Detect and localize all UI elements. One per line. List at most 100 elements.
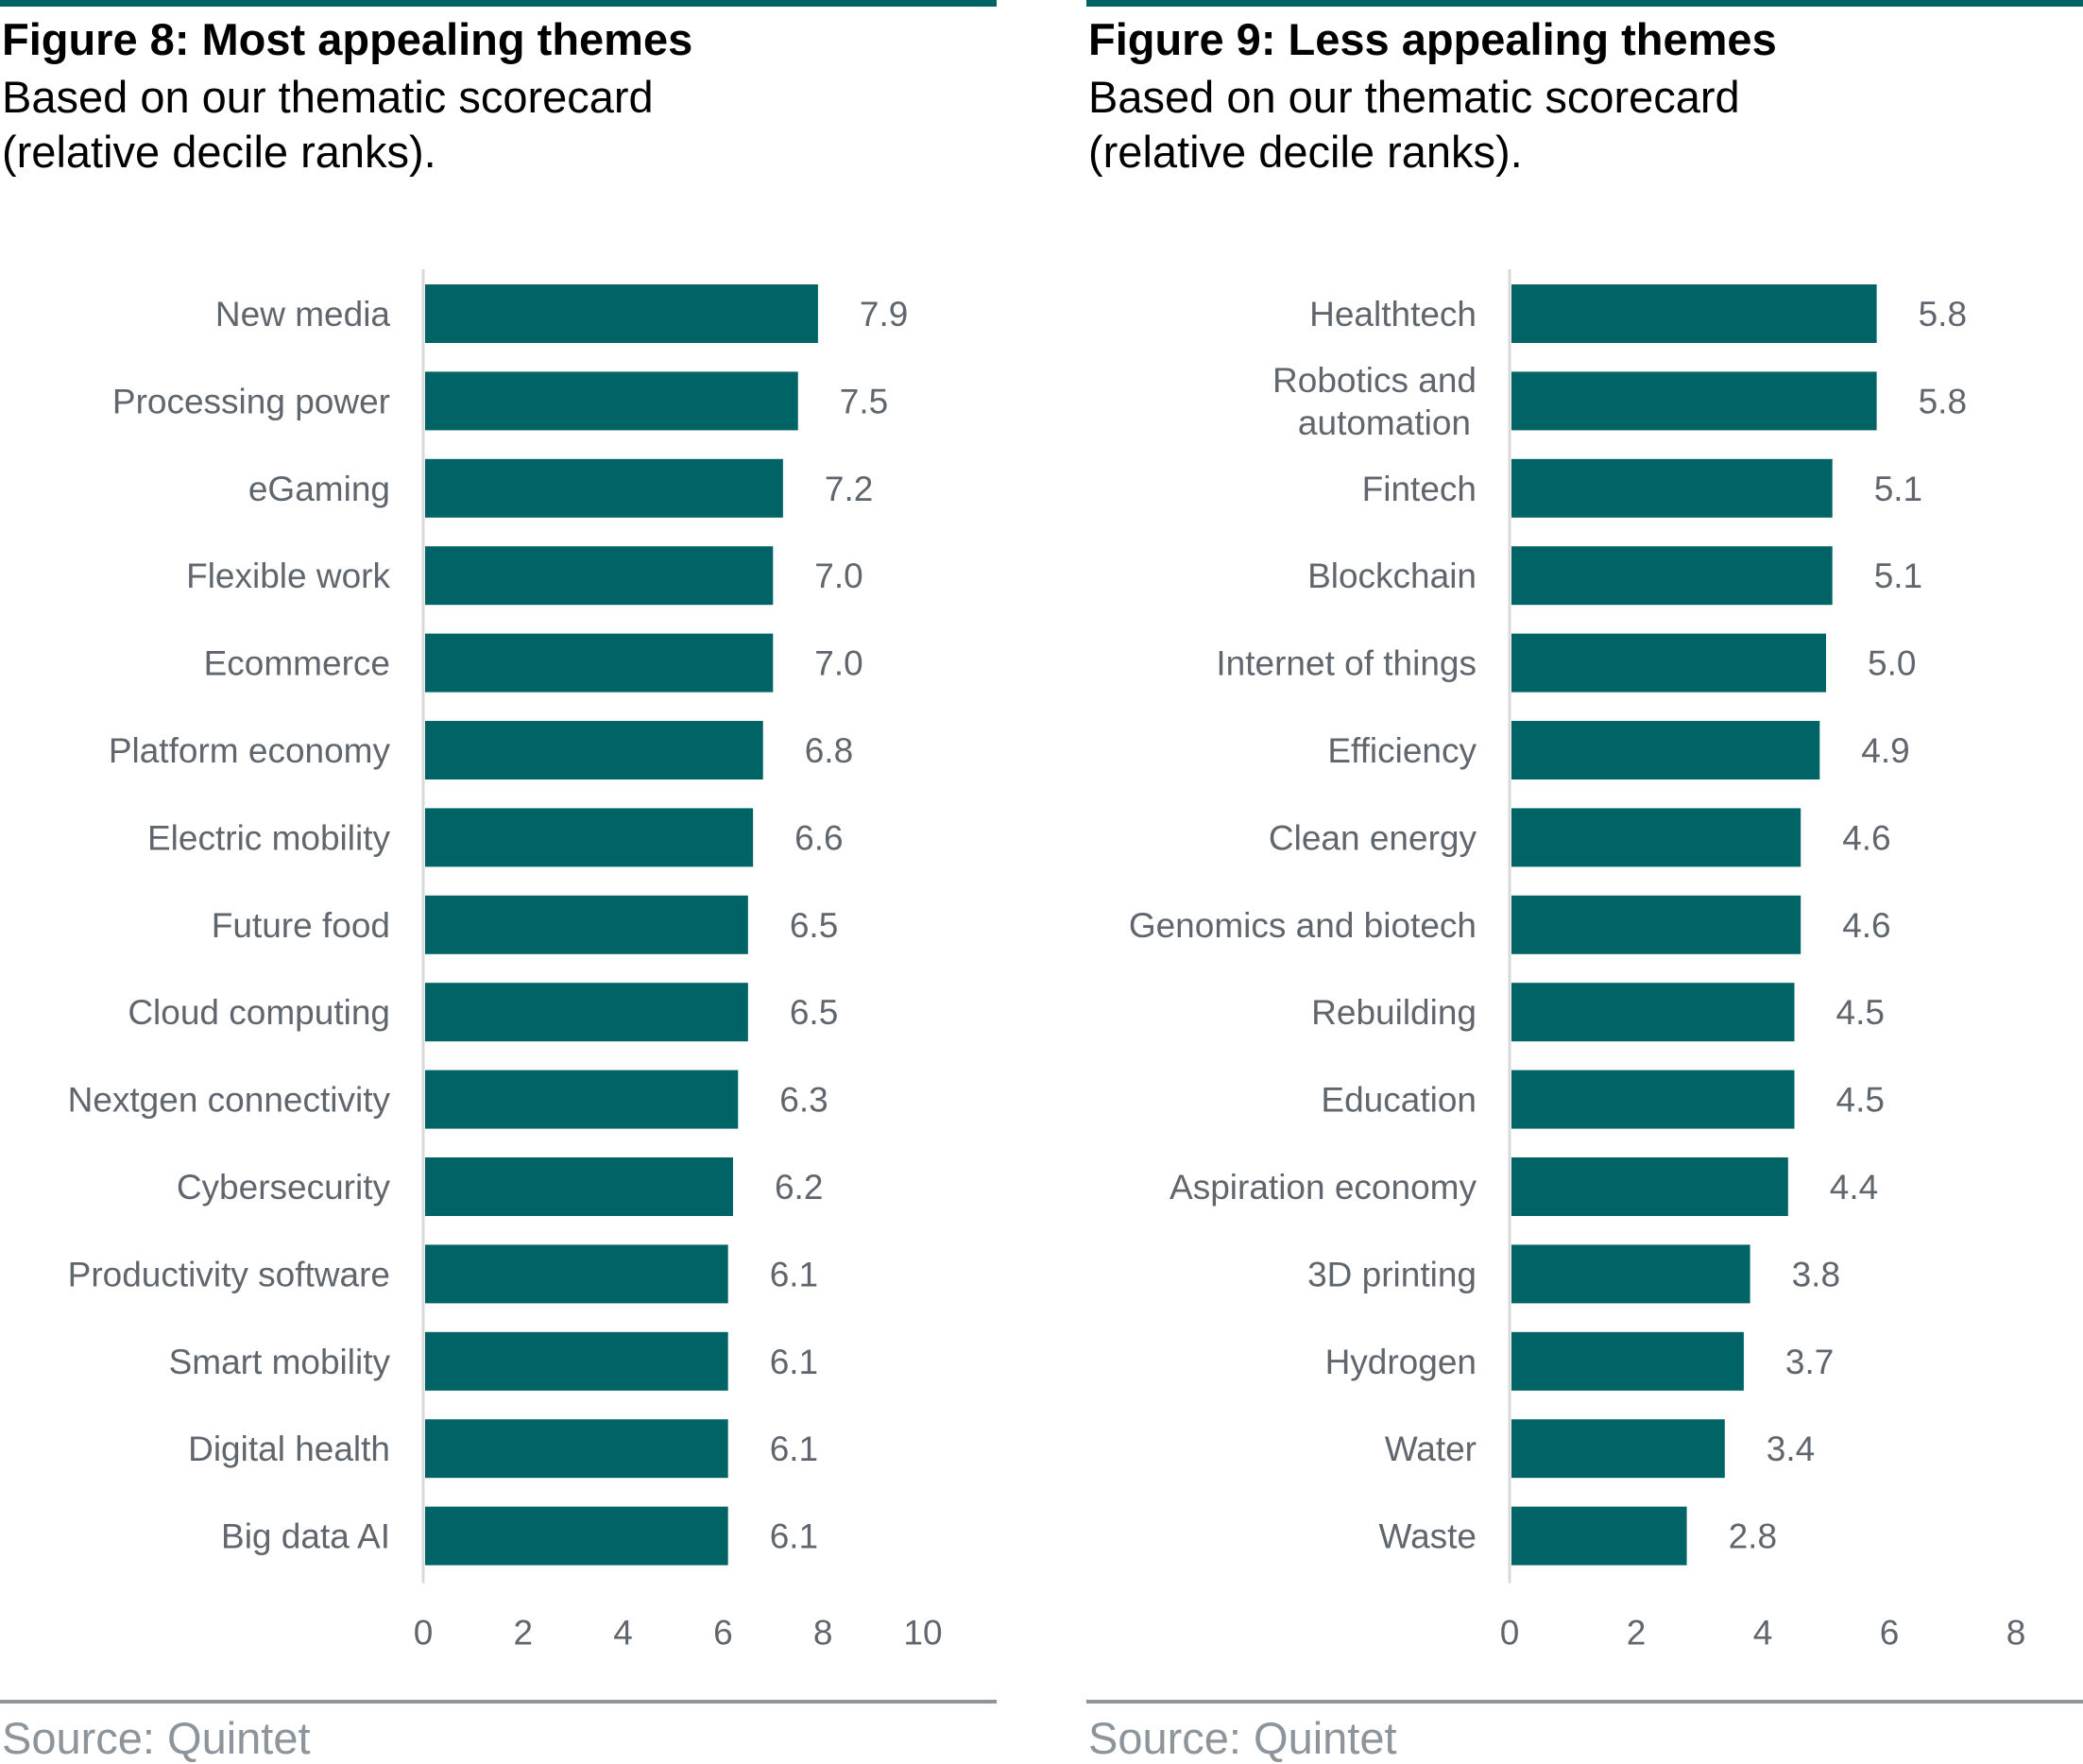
figure-8-panel: Figure 8: Most appealing themes Based on… <box>0 0 997 1763</box>
figure-8-category-label-10: Nextgen connectivity <box>68 1081 391 1120</box>
figure-8-value-label-12: 6.1 <box>770 1255 818 1293</box>
figure-9-category-label-1: Healthtech <box>1309 295 1477 334</box>
figure-9-x-tick-label-5: 8 <box>2006 1614 2026 1653</box>
figure-9-bar-15 <box>1511 1506 1687 1566</box>
figure-8-bottom-rule <box>0 1700 997 1704</box>
figure-8-value-label-8: 6.5 <box>790 906 838 945</box>
figure-9-x-tick-label-4: 6 <box>1880 1614 1900 1653</box>
figure-9-bar-13 <box>1511 1331 1744 1391</box>
figure-9-value-label-5: 5.0 <box>1868 644 1916 683</box>
figure-9-bar-4 <box>1511 546 1833 606</box>
figure-9-category-label-8: Genomics and biotech <box>1129 906 1477 945</box>
figure-9-category-label-12: 3D printing <box>1307 1255 1477 1293</box>
figure-8-value-label-6: 6.8 <box>805 731 853 770</box>
figure-9-bar-9 <box>1511 983 1795 1042</box>
figure-8-value-label-11: 6.2 <box>775 1168 823 1207</box>
figure-9-category-label-14: Water <box>1385 1430 1477 1468</box>
figure-8-x-tick-label-1: 0 <box>414 1614 434 1653</box>
figure-8-x-tick-label-3: 4 <box>613 1614 633 1653</box>
figure-9-value-label-10: 4.5 <box>1836 1081 1885 1120</box>
figure-8-bar-12 <box>425 1244 728 1304</box>
figure-9-value-label-8: 4.6 <box>1842 906 1890 945</box>
figure-9-value-label-15: 2.8 <box>1729 1517 1777 1556</box>
figure-9-value-label-7: 4.6 <box>1842 818 1890 857</box>
figure-9-value-label-12: 3.8 <box>1792 1255 1840 1293</box>
figure-9-bar-7 <box>1511 808 1801 867</box>
figure-9-source: Source: Quintet <box>1088 1713 1397 1763</box>
figure-8-bar-7 <box>425 808 754 867</box>
figure-8-category-label-14: Digital health <box>188 1430 390 1468</box>
figure-8-subtitle-line-1: Based on our thematic scorecard <box>2 72 654 122</box>
figure-8-x-tick-label-5: 8 <box>813 1614 833 1653</box>
figure-9-category-label-13: Hydrogen <box>1325 1343 1477 1381</box>
figure-9-subtitle-line-2: (relative decile ranks). <box>1088 127 1523 177</box>
figure-8-top-rule <box>0 0 997 7</box>
figure-9-bar-2 <box>1511 371 1877 431</box>
figure-9-x-tick-label-3: 4 <box>1753 1614 1773 1653</box>
figure-8-category-label-7: Electric mobility <box>147 818 390 857</box>
figure-9-title: Figure 9: Less appealing themes <box>1088 14 1777 64</box>
figure-8-value-label-2: 7.5 <box>840 382 888 420</box>
figure-8-value-label-7: 6.6 <box>794 818 843 857</box>
figure-9-bar-3 <box>1511 458 1833 518</box>
figure-8-x-tick-label-6: 10 <box>903 1614 942 1653</box>
figure-8-value-label-1: 7.9 <box>860 295 908 334</box>
figure-9-x-tick-label-2: 2 <box>1627 1614 1647 1653</box>
figure-8-bar-6 <box>425 721 763 779</box>
figure-8-value-label-13: 6.1 <box>770 1343 818 1381</box>
figure-9-bottom-rule <box>1086 1700 2083 1704</box>
figure-8-category-label-9: Cloud computing <box>128 993 390 1032</box>
figure-8-bar-2 <box>425 371 798 431</box>
figure-8-bar-9 <box>425 983 748 1042</box>
figure-9-category-label-7: Clean energy <box>1269 818 1477 857</box>
figure-9-value-label-2: 5.8 <box>1919 382 1967 420</box>
figure-8-x-tick-label-2: 2 <box>514 1614 534 1653</box>
figure-9-bar-14 <box>1511 1419 1725 1479</box>
figure-9-category-label-11: Aspiration economy <box>1170 1168 1477 1207</box>
figure-8-value-label-15: 6.1 <box>770 1517 818 1556</box>
figure-8-bar-15 <box>425 1506 728 1566</box>
figure-9-subtitle: Based on our thematic scorecard (relativ… <box>1088 70 1740 180</box>
figure-9-value-label-11: 4.4 <box>1830 1168 1878 1207</box>
figure-9-category-label-2: Robotics and automation <box>1272 361 1477 442</box>
figure-9-category-label-2-line-1: Robotics and <box>1272 361 1477 400</box>
figure-8-x-tick-label-4: 6 <box>713 1614 733 1653</box>
figure-8-category-label-3: eGaming <box>248 470 390 508</box>
figure-8-bar-11 <box>425 1157 733 1216</box>
figure-9-bar-6 <box>1511 721 1820 779</box>
figure-9-category-label-2-line-2: automation <box>1298 403 1471 442</box>
figure-9-bar-10 <box>1511 1070 1795 1129</box>
figure-8-category-label-11: Cybersecurity <box>177 1168 391 1207</box>
figure-9-value-label-1: 5.8 <box>1919 295 1967 334</box>
figure-8-category-label-8: Future food <box>212 906 390 945</box>
figure-8-category-label-5: Ecommerce <box>204 644 390 683</box>
figure-9-bar-11 <box>1511 1157 1788 1216</box>
figure-9-value-label-4: 5.1 <box>1874 557 1922 595</box>
figure-8-bar-3 <box>425 458 783 518</box>
figure-9-category-label-4: Blockchain <box>1307 557 1477 595</box>
figure-9-value-label-14: 3.4 <box>1767 1430 1815 1468</box>
figure-9-category-label-15: Waste <box>1379 1517 1477 1556</box>
figure-8-value-label-4: 7.0 <box>814 557 862 595</box>
figure-8-value-label-3: 7.2 <box>825 470 873 508</box>
figure-9-bar-12 <box>1511 1244 1750 1304</box>
figure-9-bar-1 <box>1511 284 1877 343</box>
figure-8-bar-13 <box>425 1331 728 1391</box>
figure-8-subtitle: Based on our thematic scorecard (relativ… <box>2 70 654 180</box>
figure-9-bar-chart: Healthtech Robotics and automation Fintech B… <box>1129 269 2026 1653</box>
figure-9-top-rule <box>1086 0 2083 7</box>
figure-8-title: Figure 8: Most appealing themes <box>2 14 693 64</box>
figure-9-category-label-6: Efficiency <box>1327 731 1477 770</box>
figure-8-subtitle-line-2: (relative decile ranks). <box>2 127 436 177</box>
figure-9-category-label-3: Fintech <box>1362 470 1477 508</box>
figure-8-source: Source: Quintet <box>2 1713 311 1763</box>
figure-8-bar-1 <box>425 284 818 343</box>
figure-8-value-label-14: 6.1 <box>770 1430 818 1468</box>
figure-9-category-label-9: Rebuilding <box>1311 993 1477 1032</box>
figure-9-subtitle-line-1: Based on our thematic scorecard <box>1088 72 1740 122</box>
figure-8-category-label-15: Big data AI <box>221 1517 390 1556</box>
figure-9-value-label-9: 4.5 <box>1836 993 1885 1032</box>
figure-9-x-tick-label-1: 0 <box>1500 1614 1520 1653</box>
figure-8-bar-5 <box>425 633 774 693</box>
figure-8-category-label-13: Smart mobility <box>169 1343 391 1381</box>
